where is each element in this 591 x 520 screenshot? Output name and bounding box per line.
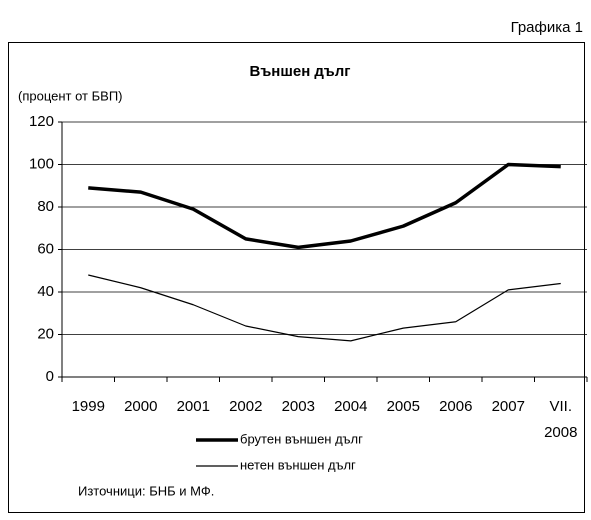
series-line bbox=[88, 274, 561, 342]
x-tick-label: 2001 bbox=[177, 398, 210, 415]
x-tick-label: VII. 2008 bbox=[544, 398, 577, 441]
legend-label: нетен външен дълг bbox=[240, 457, 356, 472]
y-tick-label: 100 bbox=[29, 155, 54, 172]
x-tick-label: 2003 bbox=[282, 398, 315, 415]
chart-title: Външен дълг bbox=[250, 63, 351, 80]
legend-label: брутен външен дълг bbox=[240, 431, 363, 446]
x-tick-label: 1999 bbox=[72, 398, 105, 415]
y-tick-label: 40 bbox=[37, 283, 54, 300]
page-label: Графика 1 bbox=[511, 19, 583, 36]
y-tick-label: 0 bbox=[46, 368, 54, 385]
x-tick-label: 2002 bbox=[229, 398, 262, 415]
series-line bbox=[88, 162, 561, 250]
y-tick-label: 20 bbox=[37, 325, 54, 342]
x-tick-label: 2007 bbox=[492, 398, 525, 415]
x-tick-label: 2005 bbox=[387, 398, 420, 415]
y-tick-label: 60 bbox=[37, 240, 54, 257]
x-tick-label: 2000 bbox=[124, 398, 157, 415]
x-tick-label: 2006 bbox=[439, 398, 472, 415]
chart-frame bbox=[8, 42, 585, 513]
y-tick-label: 120 bbox=[29, 113, 54, 130]
y-axis-label: (процент от БВП) bbox=[18, 88, 123, 103]
x-tick-label: 2004 bbox=[334, 398, 367, 415]
source-note: Източници: БНБ и МФ. bbox=[78, 483, 214, 498]
y-tick-label: 80 bbox=[37, 198, 54, 215]
